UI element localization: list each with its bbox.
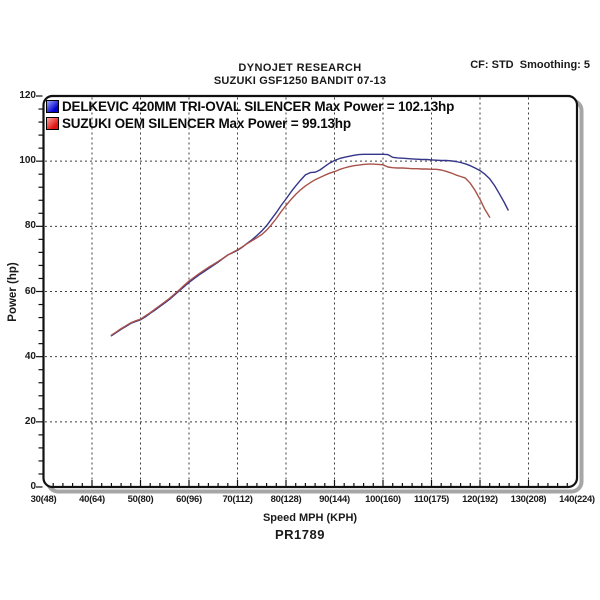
axis-ticks (36, 95, 568, 488)
correction-smoothing-readout: CF: STD Smoothing: 5 (470, 59, 590, 71)
x-tick-label: 30(48) (30, 494, 57, 505)
y-tick-label: 100 (19, 155, 36, 167)
x-tick-label: 90(144) (319, 494, 350, 505)
gridlines (45, 97, 576, 486)
x-tick-label: 100(160) (365, 494, 401, 505)
legend-swatch-red-icon (46, 117, 59, 130)
legend-label-delkevic: DELKEVIC 420MM TRI-OVAL SILENCER Max Pow… (62, 99, 455, 114)
power-curve-oem (110, 163, 491, 336)
y-tick-label: 20 (24, 415, 36, 427)
x-tick-label: 140(224) (559, 494, 595, 505)
run-code: PR1789 (275, 527, 325, 542)
y-tick-label: 80 (24, 220, 36, 232)
legend-label-oem: SUZUKI OEM SILENCER Max Power = 99.13hp (62, 116, 351, 131)
chart-title: DYNOJET RESEARCH (238, 62, 362, 74)
x-tick-label: 70(112) (222, 494, 253, 505)
x-tick-label: 80(128) (270, 494, 302, 505)
y-tick-label: 120 (19, 90, 36, 101)
x-axis-title: Speed MPH (KPH) (262, 512, 358, 524)
power-curve-delkevic (110, 153, 509, 337)
x-tick-label: 120(192) (462, 494, 498, 505)
y-tick-label: 40 (24, 350, 36, 362)
y-tick-label: 0 (30, 481, 36, 492)
legend-item-oem: SUZUKI OEM SILENCER Max Power = 99.13hp (46, 115, 454, 132)
legend-swatch-blue-icon (46, 100, 59, 113)
legend: DELKEVIC 420MM TRI-OVAL SILENCER Max Pow… (46, 98, 454, 132)
y-tick-label: 60 (24, 285, 36, 297)
x-tick-label: 50(80) (127, 494, 154, 505)
x-tick-label: 40(64) (79, 494, 105, 505)
legend-item-delkevic: DELKEVIC 420MM TRI-OVAL SILENCER Max Pow… (46, 98, 454, 115)
x-tick-label: 110(175) (413, 494, 450, 505)
x-tick-label: 130(208) (510, 494, 547, 505)
chart-subtitle: SUZUKI GSF1250 BANDIT 07-13 (213, 75, 387, 87)
x-tick-label: 60(96) (176, 494, 202, 505)
